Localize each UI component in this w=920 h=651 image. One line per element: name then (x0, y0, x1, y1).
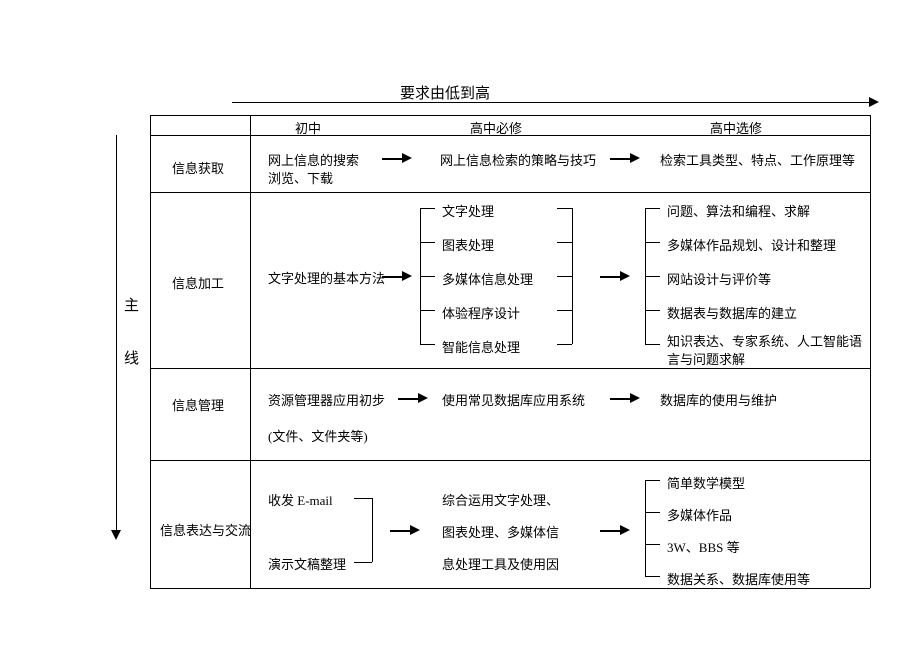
cell-text: 文字处理的基本方法 (268, 268, 385, 287)
bracket-line (354, 562, 372, 563)
bracket-line (557, 208, 572, 209)
flow-arrow (610, 398, 630, 400)
cell-text: 多媒体作品规划、设计和整理 (667, 235, 836, 254)
cell-text: (文件、文件夹等) (268, 426, 368, 445)
bracket-line (354, 498, 372, 499)
cell-text: 收发 E-mail (268, 490, 333, 509)
arrow-right-icon (620, 525, 630, 535)
cell-text: 网站设计与评价等 (667, 269, 771, 288)
axis-left-arrow-icon (111, 530, 121, 540)
cell-text: 多媒体作品 (667, 505, 732, 524)
row-header: 信息获取 (172, 158, 224, 177)
cell-text: 综合运用文字处理、 (442, 490, 559, 509)
arrow-right-icon (630, 153, 640, 163)
axis-top-arrow-icon (869, 97, 879, 107)
cell-text: 问题、算法和编程、求解 (667, 201, 810, 220)
bracket-line (557, 310, 572, 311)
cell-text: 资源管理器应用初步 (268, 390, 385, 409)
flow-arrow (382, 276, 402, 278)
bracket-line (645, 576, 660, 577)
bracket-line (420, 242, 435, 243)
cell-text: 息处理工具及使用因 (442, 554, 559, 573)
arrow-right-icon (402, 271, 412, 281)
row-header: 信息表达与交流 (160, 520, 251, 539)
bracket-line (420, 208, 435, 209)
row-header: 信息管理 (172, 395, 224, 414)
cell-text: 图表处理 (442, 235, 494, 254)
arrow-right-icon (418, 393, 428, 403)
bracket-line (645, 276, 660, 277)
axis-top-label: 要求由低到高 (400, 82, 490, 103)
cell-text: 简单数学模型 (667, 473, 745, 492)
cell-text: 智能信息处理 (442, 337, 520, 356)
table-border (150, 588, 870, 589)
bracket-line (645, 242, 660, 243)
flow-arrow (600, 276, 620, 278)
table-border (150, 460, 870, 461)
bracket-line (645, 512, 660, 513)
arrow-right-icon (402, 153, 412, 163)
bracket-line (557, 276, 572, 277)
flow-arrow (610, 158, 630, 160)
bracket-line (645, 480, 646, 576)
cell-text: 知识表达、专家系统、人工智能语言与问题求解 (667, 333, 867, 369)
cell-text: 多媒体信息处理 (442, 269, 533, 288)
bracket-line (645, 208, 660, 209)
cell-text: 数据表与数据库的建立 (667, 303, 797, 322)
cell-text: 3W、BBS 等 (667, 537, 740, 556)
bracket-line (645, 480, 660, 481)
flow-arrow (600, 530, 620, 532)
cell-text: 体验程序设计 (442, 303, 520, 322)
cell-text: 检索工具类型、特点、工作原理等 (660, 150, 855, 169)
cell-text: 数据库的使用与维护 (660, 390, 777, 409)
flow-arrow (390, 530, 410, 532)
cell-text: 网上信息检索的策略与技巧 (440, 150, 596, 169)
cell-text: 文字处理 (442, 201, 494, 220)
arrow-right-icon (620, 271, 630, 281)
table-border (150, 115, 151, 588)
bracket-line (557, 344, 572, 345)
diagram-canvas: 要求由低到高 初中 高中必修 高中选修 主线 信息获取 网上信息的搜索 浏览、下… (0, 0, 920, 651)
cell-text: 数据关系、数据库使用等 (667, 569, 810, 588)
table-border (150, 115, 870, 116)
bracket-line (420, 310, 435, 311)
cell-text: 浏览、下载 (268, 168, 333, 187)
flow-arrow (398, 398, 418, 400)
bracket-line (645, 310, 660, 311)
cell-text: 演示文稿整理 (268, 554, 346, 573)
bracket-line (420, 276, 435, 277)
bracket-line (645, 344, 660, 345)
bracket-line (372, 498, 373, 562)
axis-left-line (116, 135, 117, 530)
bracket-line (572, 208, 573, 344)
table-border (870, 115, 871, 588)
cell-text: 使用常见数据库应用系统 (442, 390, 585, 409)
axis-top-line (232, 102, 869, 103)
arrow-right-icon (630, 393, 640, 403)
table-border (150, 192, 870, 193)
arrow-right-icon (410, 525, 420, 535)
table-border (150, 135, 870, 136)
cell-text: 图表处理、多媒体信 (442, 522, 559, 541)
bracket-line (557, 242, 572, 243)
cell-text: 网上信息的搜索 (268, 150, 359, 169)
row-header: 信息加工 (172, 273, 224, 292)
bracket-line (645, 544, 660, 545)
axis-left-label: 主线 (124, 280, 139, 385)
flow-arrow (382, 158, 402, 160)
table-border (250, 115, 251, 588)
bracket-line (420, 344, 435, 345)
